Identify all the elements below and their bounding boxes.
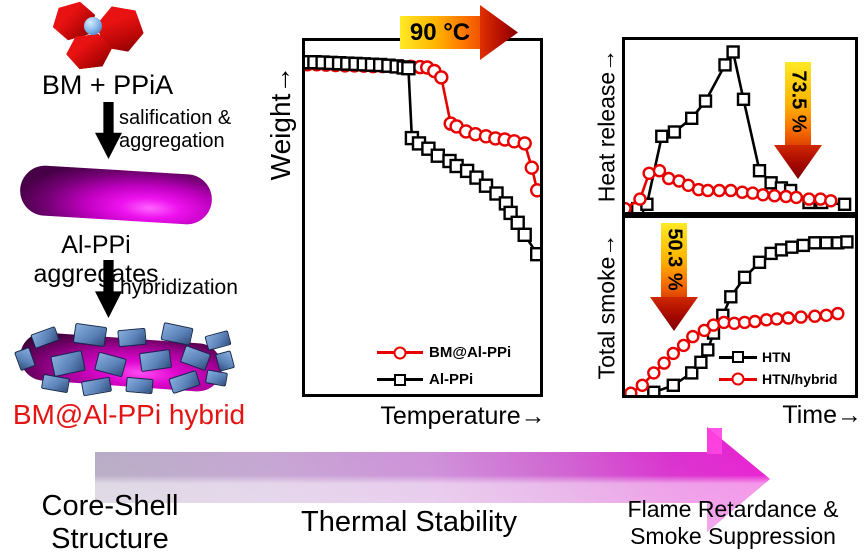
bm-platelet-icon <box>125 376 154 395</box>
salification-caption: salification & aggregation <box>119 107 232 152</box>
bm-ppia-crystals-illustration <box>40 2 155 68</box>
tga-legend-item-al-ppi: Al-PPi <box>377 371 473 388</box>
tga-x-axis-label: Temperature→ <box>380 402 546 430</box>
al-ppi-rod-illustration <box>18 164 214 226</box>
hybrid-rod-illustration <box>12 322 236 402</box>
bm-platelet-icon <box>204 330 232 351</box>
bm-platelet-icon <box>40 373 71 394</box>
temperature-annotation-arrow: 90 °C <box>400 16 480 49</box>
smoke-reduction-annotation-label: 50.3 % <box>663 228 686 291</box>
legend-marker-square-icon <box>719 350 757 364</box>
tga-legend-label: Al-PPi <box>429 371 474 388</box>
heat-reduction-annotation-arrow <box>785 62 811 145</box>
stage-flame-label: Flame Retardance & Smoke Suppression <box>627 496 839 549</box>
tga-y-axis-label: Weight→ <box>265 65 296 181</box>
heat-release-curves <box>625 45 852 212</box>
bm-platelet-icon <box>117 327 147 348</box>
smoke-legend-label: HTN <box>762 349 791 365</box>
product-label: BM@Al-PPi hybrid <box>12 399 246 430</box>
legend-marker-square-icon <box>377 373 423 387</box>
tga-plot-area: BM@Al-PPi Al-PPi <box>302 38 543 397</box>
legend-marker-circle-icon <box>377 346 423 360</box>
legend-marker-circle-icon <box>719 372 757 386</box>
temperature-annotation-label: 90 °C <box>409 18 471 46</box>
process-arrow-shine <box>95 427 770 532</box>
stage-core-shell-label: Core-Shell Structure <box>41 490 179 555</box>
tga-legend-label: BM@Al-PPi <box>429 344 512 361</box>
hybridization-caption: hybridization <box>120 276 238 299</box>
smoke-legend-item-htn: HTN <box>719 349 791 365</box>
bm-platelet-icon <box>72 322 108 348</box>
heat-reduction-annotation-label: 73.5 % <box>787 70 810 133</box>
salification-arrow-icon <box>95 102 122 159</box>
tga-curves <box>305 54 540 262</box>
smoke-legend-item-htn-hybrid: HTN/hybrid <box>719 371 837 387</box>
stage-thermal-label: Thermal Stability <box>301 506 517 538</box>
total-smoke-plot-area: 50.3 % HTN HTN/hybrid <box>622 215 858 398</box>
total-smoke-y-axis-label: Total smoke→ <box>593 233 620 380</box>
smoke-reduction-annotation-arrow <box>661 223 687 297</box>
metal-ion-sphere-icon <box>84 17 102 35</box>
time-x-axis-label: Time→ <box>782 401 862 429</box>
heat-release-plot-area: 73.5 % <box>622 37 858 215</box>
intermediate-label: Al-PPi aggregates <box>33 231 159 288</box>
reactants-label: BM + PPiA <box>41 70 174 100</box>
tga-legend-item-bm-al-ppi: BM@Al-PPi <box>377 344 511 361</box>
process-arrow <box>95 427 770 532</box>
heat-release-y-axis-label: Heat release→ <box>593 48 620 203</box>
total-smoke-curves <box>625 235 854 395</box>
smoke-legend-label: HTN/hybrid <box>762 371 838 387</box>
bm-platelet-icon <box>214 350 236 372</box>
